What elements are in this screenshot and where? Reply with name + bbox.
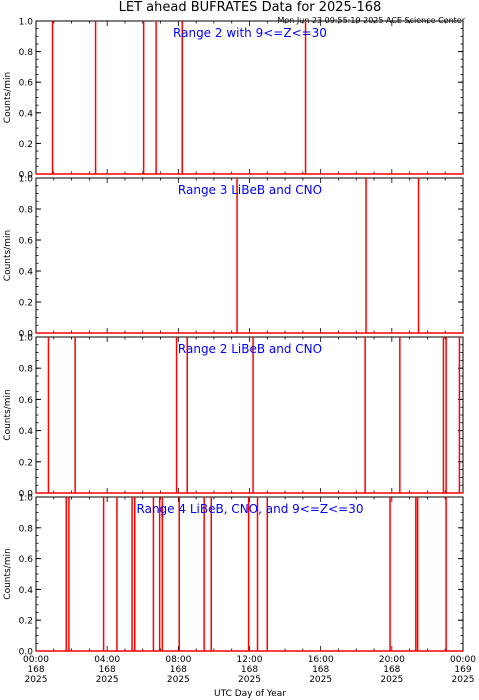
y-tick-label: 0.2	[19, 140, 33, 150]
y-axis-label: Counts/min	[3, 72, 13, 123]
y-axis-label: Counts/min	[3, 389, 13, 440]
x-axis-label: UTC Day of Year	[214, 689, 286, 699]
y-tick-label: 0.8	[19, 206, 34, 216]
y-tick-label: 0.8	[19, 365, 34, 375]
y-tick-label: 0.8	[19, 524, 34, 534]
figure-title: LET ahead BUFRATES Data for 2025-168	[119, 0, 382, 15]
x-tick-year: 2025	[452, 675, 475, 685]
y-tick-label: 0.6	[19, 555, 34, 565]
x-tick-year: 2025	[238, 675, 261, 685]
y-axis-label: Counts/min	[3, 548, 13, 599]
panel-title: Range 2 LiBeB and CNO	[178, 342, 322, 356]
y-tick-label: 0.0	[19, 330, 34, 340]
y-tick-label: 0.4	[19, 427, 34, 437]
y-tick-label: 0.6	[19, 237, 34, 247]
y-tick-label: 0.4	[19, 586, 34, 596]
x-tick-doy: 168	[27, 665, 44, 675]
x-tick-doy: 168	[241, 665, 258, 675]
y-tick-label: 0.0	[19, 171, 34, 181]
x-tick-doy: 168	[383, 665, 400, 675]
y-tick-label: 0.6	[19, 396, 34, 406]
x-tick-time: 00:00	[450, 655, 476, 665]
y-tick-label: 0.4	[19, 268, 34, 278]
x-tick-doy: 168	[170, 665, 187, 675]
x-tick-time: 12:00	[237, 655, 263, 665]
panel-2: 0.0 0.2 0.4 0.6 0.8 1.0 Counts/min Range 3 LiBe…	[3, 175, 464, 340]
x-tick-time: 08:00	[165, 655, 191, 665]
panel-title: Range 3 LiBeB and CNO	[178, 183, 322, 197]
panel-4: 0.0 0.2 0.4 0.6 0.8 1.0 Counts/min Range 4 LiBe…	[3, 494, 476, 686]
plot-frame	[35, 20, 464, 175]
x-tick-time: 20:00	[379, 655, 405, 665]
panels: 0.0 0.2 0.4 0.6 0.8 1.0 Counts/min Range 2 with…	[3, 18, 476, 686]
panel-3: 0.0 0.2 0.4 0.6 0.8 1.0 Counts/min Range 2 LiBe…	[3, 334, 464, 500]
y-tick-label: 1.0	[19, 18, 34, 28]
panel-title: Range 2 with 9<=Z<=30	[173, 26, 327, 40]
x-tick-time: 16:00	[308, 655, 334, 665]
y-tick-label: 0.0	[19, 490, 34, 500]
panel-title: Range 4 LiBeB, CNO, and 9<=Z<=30	[137, 502, 364, 516]
y-tick-label: 0.6	[19, 79, 34, 89]
y-axis-label: Counts/min	[3, 230, 13, 281]
y-tick-label: 0.0	[19, 648, 34, 658]
x-tick-year: 2025	[25, 675, 48, 685]
x-tick-time: 04:00	[94, 655, 120, 665]
x-tick-doy: 169	[454, 665, 471, 675]
y-tick-label: 1.0	[19, 175, 34, 185]
plot-frame	[35, 336, 464, 494]
y-tick-label: 0.8	[19, 48, 34, 58]
plot-frame	[35, 177, 464, 334]
panel-1: 0.0 0.2 0.4 0.6 0.8 1.0 Counts/min Range 2 with…	[3, 18, 464, 181]
x-tick-doy: 168	[99, 665, 116, 675]
y-tick-label: 1.0	[19, 494, 34, 504]
x-tick-year: 2025	[380, 675, 403, 685]
x-tick-doy: 168	[312, 665, 329, 675]
y-tick-label: 0.2	[19, 458, 33, 468]
x-tick-year: 2025	[96, 675, 119, 685]
y-tick-label: 1.0	[19, 334, 34, 344]
x-tick-year: 2025	[167, 675, 190, 685]
y-tick-label: 0.2	[19, 299, 33, 309]
x-tick-time: 00:00	[23, 655, 49, 665]
y-tick-label: 0.2	[19, 617, 33, 627]
x-tick-year: 2025	[309, 675, 332, 685]
y-tick-label: 0.4	[19, 109, 34, 119]
plot-frame	[35, 496, 464, 652]
